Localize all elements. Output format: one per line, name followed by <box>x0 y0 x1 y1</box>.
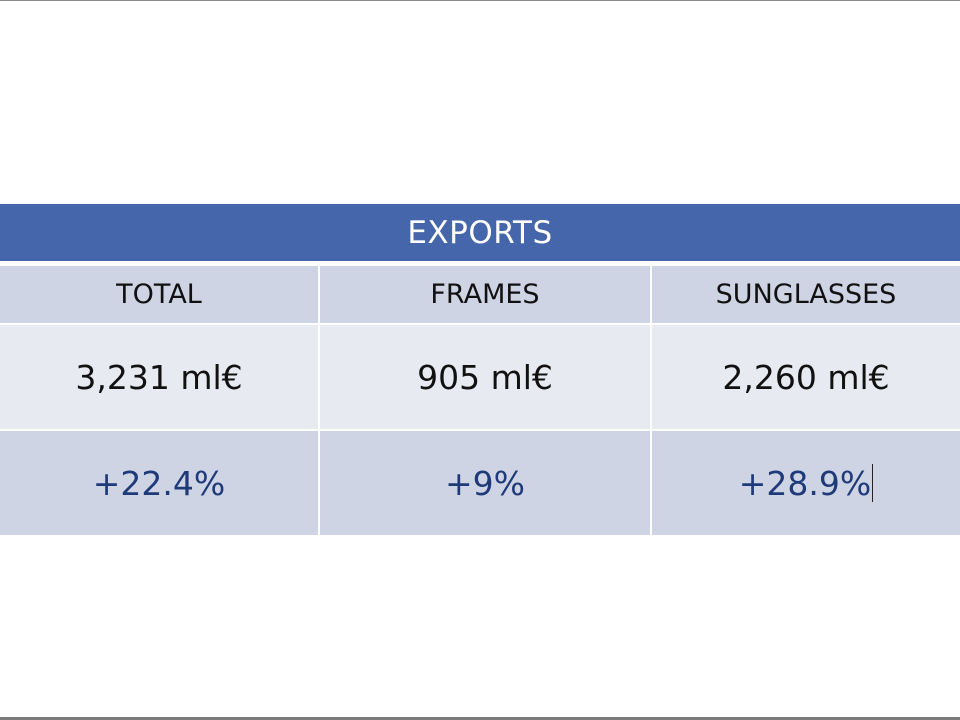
slide-bottom-border <box>0 717 960 720</box>
growth-sunglasses: +28.9% <box>738 463 872 503</box>
value-frames: 905 ml€ <box>318 325 650 429</box>
title-spacer <box>0 261 960 266</box>
growth-frames: +9% <box>318 431 650 535</box>
header-frames: FRAMES <box>318 266 650 323</box>
header-row: TOTAL FRAMES SUNGLASSES <box>0 266 960 323</box>
text-cursor <box>872 464 874 502</box>
table-title: EXPORTS <box>0 204 960 261</box>
value-sunglasses: 2,260 ml€ <box>650 325 960 429</box>
value-total: 3,231 ml€ <box>75 357 243 397</box>
growth-row: +22.4% +9% +28.9% <box>0 429 960 535</box>
value-row: 3,231 ml€ 905 ml€ 2,260 ml€ <box>0 323 960 429</box>
growth-sunglasses-cell[interactable]: +28.9% <box>650 431 960 535</box>
header-sunglasses: SUNGLASSES <box>650 266 960 323</box>
slide-top-border <box>0 0 960 1</box>
exports-table: EXPORTS TOTAL FRAMES SUNGLASSES 3,231 ml… <box>0 204 960 535</box>
growth-total: +22.4% <box>92 463 226 503</box>
header-total: TOTAL <box>116 279 202 310</box>
